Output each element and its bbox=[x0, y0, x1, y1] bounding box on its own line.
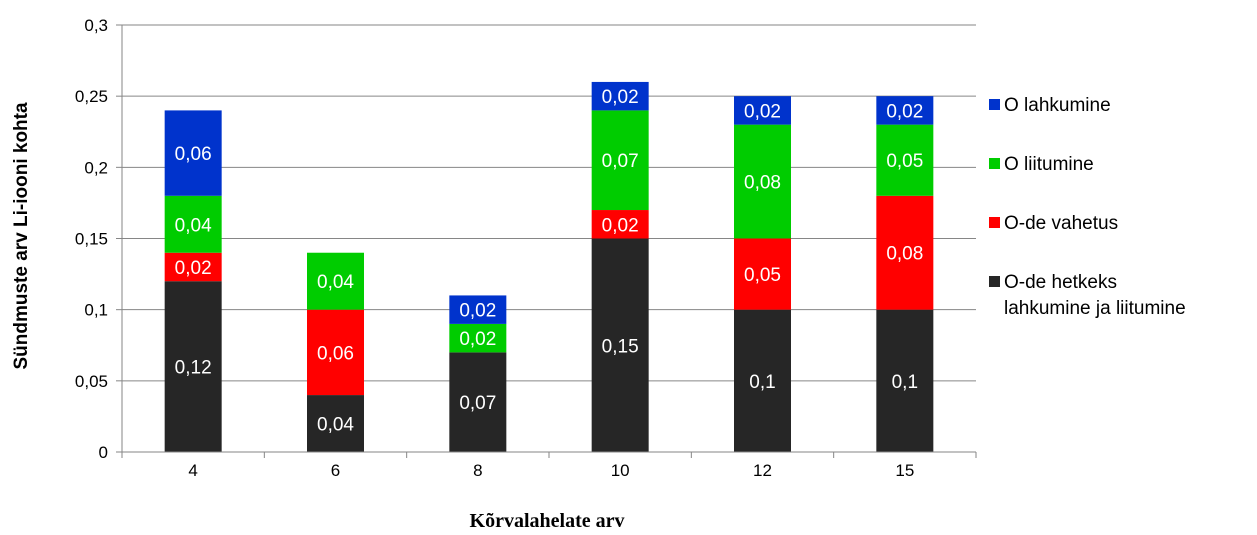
data-label: 0,15 bbox=[602, 336, 639, 357]
legend-label: O lahkumine bbox=[1004, 95, 1111, 116]
legend-swatch bbox=[989, 276, 1000, 287]
x-tick-label: 15 bbox=[895, 461, 914, 480]
bar-segment bbox=[591, 81, 649, 111]
data-label: 0,1 bbox=[749, 372, 775, 393]
bar-segment bbox=[164, 110, 222, 196]
data-label: 0,04 bbox=[175, 215, 212, 236]
bar-segment bbox=[307, 395, 364, 452]
bar-segment bbox=[307, 252, 364, 310]
data-label: 0,04 bbox=[317, 272, 354, 293]
bar-segment bbox=[876, 309, 934, 452]
bar-segment bbox=[449, 352, 507, 452]
bar-segment bbox=[449, 323, 507, 353]
y-axis-label: Sündmuste arv Li-iooni kohta bbox=[11, 102, 32, 370]
data-label: 0,02 bbox=[886, 101, 923, 122]
bar-segment bbox=[591, 238, 649, 452]
data-label: 0,02 bbox=[459, 329, 496, 350]
data-label: 0,12 bbox=[175, 358, 212, 379]
data-label: 0,04 bbox=[317, 415, 354, 436]
x-tick-labels: 4 6 8 10 12 15 bbox=[188, 461, 914, 480]
data-label: 0,02 bbox=[602, 87, 639, 108]
bar-segment bbox=[734, 238, 791, 310]
data-label: 0,07 bbox=[602, 151, 639, 172]
bar-segment bbox=[449, 295, 507, 324]
bar-segment bbox=[876, 195, 934, 310]
bar-segment bbox=[734, 124, 791, 239]
data-label: 0,08 bbox=[886, 244, 923, 265]
gridlines bbox=[122, 24, 976, 382]
data-label: 0,02 bbox=[602, 215, 639, 236]
bar-segment bbox=[734, 309, 791, 452]
axes bbox=[116, 24, 977, 458]
x-axis-label: Kõrvalahelate arv bbox=[470, 510, 625, 532]
x-tick-label: 8 bbox=[473, 461, 482, 480]
y-tick-label: 0 bbox=[99, 443, 108, 462]
y-tick-label: 0,3 bbox=[84, 16, 108, 35]
bar-segment bbox=[876, 124, 934, 196]
y-tick-label: 0,25 bbox=[75, 87, 108, 106]
legend-label: lahkumine ja liitumine bbox=[1004, 298, 1186, 319]
data-label: 0,06 bbox=[175, 144, 212, 165]
y-tick-labels: 0 0,05 0,1 0,15 0,2 0,25 0,3 bbox=[75, 16, 108, 462]
data-label: 0,05 bbox=[744, 265, 781, 286]
y-tick-label: 0,1 bbox=[84, 301, 108, 320]
bar-segment bbox=[164, 281, 222, 452]
data-label: 0,05 bbox=[886, 151, 923, 172]
bar-segment bbox=[591, 110, 649, 211]
data-label: 0,02 bbox=[459, 301, 496, 322]
bar-segment bbox=[164, 252, 222, 282]
data-label: 0,06 bbox=[317, 343, 354, 364]
data-label: 0,1 bbox=[892, 372, 918, 393]
x-tick-label: 6 bbox=[331, 461, 340, 480]
legend-label: O-de vahetus bbox=[1004, 213, 1118, 234]
y-tick-label: 0,15 bbox=[75, 230, 108, 249]
data-label: 0,02 bbox=[175, 258, 212, 279]
bars bbox=[164, 81, 934, 452]
bar-segment bbox=[307, 309, 364, 396]
data-label: 0,07 bbox=[459, 393, 496, 414]
legend-label: O-de hetkeks bbox=[1004, 272, 1117, 293]
bar-segment bbox=[876, 96, 934, 125]
bar-segment bbox=[164, 195, 222, 253]
x-tick-label: 12 bbox=[753, 461, 772, 480]
data-labels: 0,12 0,02 0,04 0,06 0,04 0,06 0,04 0,07 0,02 0,02… bbox=[175, 87, 924, 435]
legend-swatch bbox=[989, 217, 1000, 228]
bar-segment bbox=[734, 96, 791, 125]
x-tick-label: 4 bbox=[188, 461, 197, 480]
y-tick-label: 0,05 bbox=[75, 372, 108, 391]
data-label: 0,02 bbox=[744, 101, 781, 122]
legend: O lahkumine O liitumine O-de vahetus O-de h… bbox=[989, 95, 1186, 319]
legend-swatch bbox=[989, 158, 1000, 169]
y-tick-label: 0,2 bbox=[84, 158, 108, 177]
x-tick-label: 10 bbox=[611, 461, 630, 480]
data-label: 0,08 bbox=[744, 173, 781, 194]
legend-label: O liitumine bbox=[1004, 154, 1094, 175]
legend-swatch bbox=[989, 99, 1000, 110]
bar-segment bbox=[591, 210, 649, 239]
